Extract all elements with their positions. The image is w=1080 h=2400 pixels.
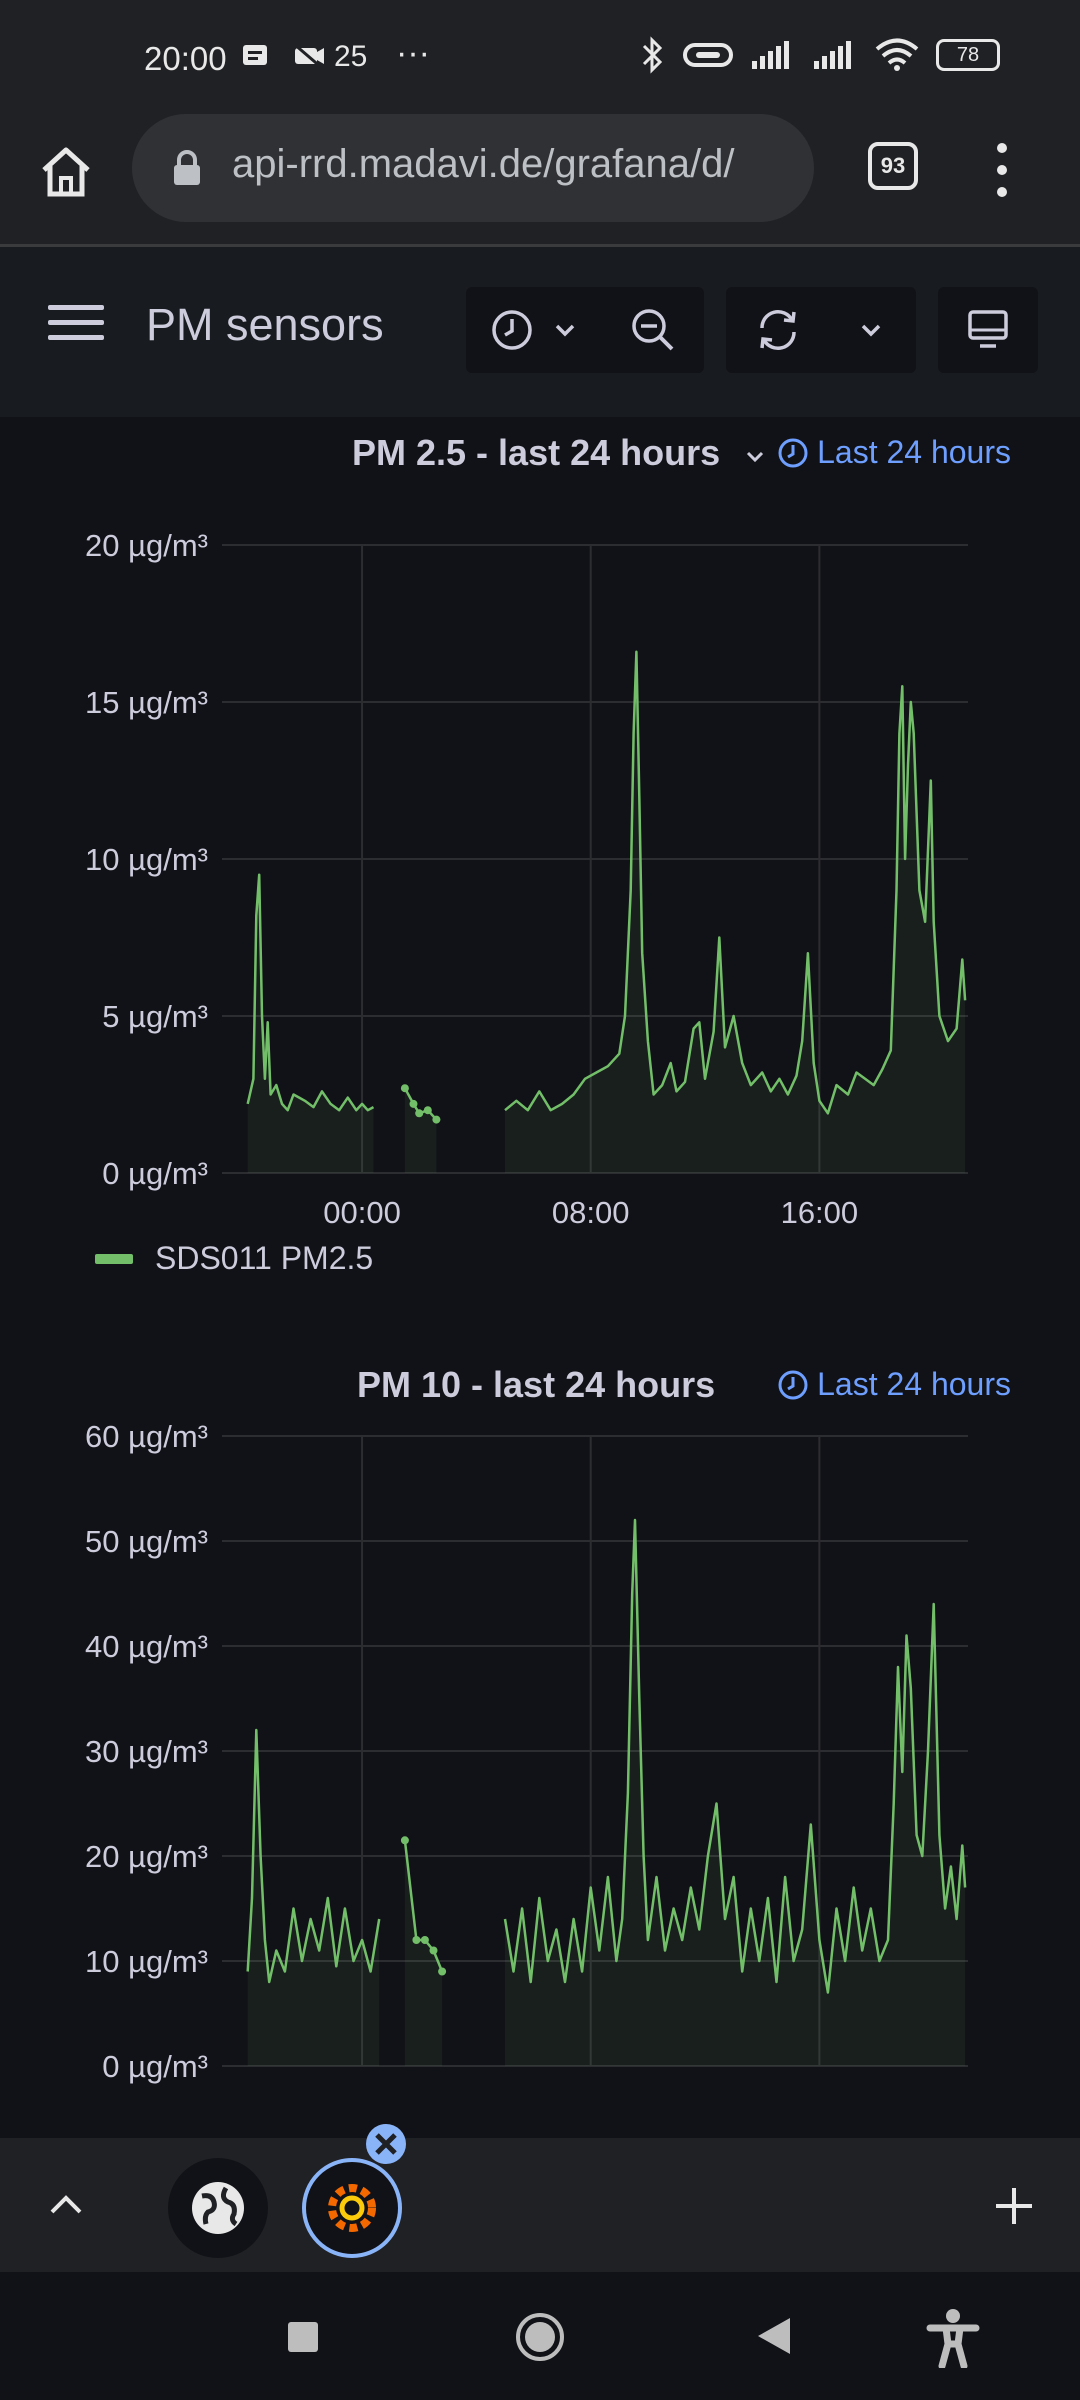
y-tick-label: 40 µg/m³ [85, 1629, 208, 1664]
zoom-out-icon[interactable] [630, 307, 676, 353]
series-area [505, 651, 966, 1173]
chart-pm10: 0 µg/m³ 10 µg/m³ 20 µg/m³ 30 µg/m³ 40 µg/m³ 5… [85, 1419, 968, 2084]
close-icon[interactable] [364, 2122, 408, 2166]
menu-icon[interactable] [48, 303, 104, 343]
chevron-down-icon[interactable] [745, 450, 765, 464]
x-tick-label: 00:00 [323, 1195, 401, 1230]
time-picker-button[interactable] [466, 287, 604, 373]
wifi-icon [875, 38, 919, 71]
clock-icon [778, 1370, 808, 1399]
time-info-label: Last 24 hours [817, 434, 1011, 470]
data-point [438, 1967, 447, 1976]
data-point [420, 1936, 429, 1944]
panel-header[interactable]: PM 10 - last 24 hours Last 24 hours [45, 1352, 1037, 1412]
grafana-icon [328, 2184, 376, 2232]
bluetooth-icon [642, 36, 663, 74]
signal-icon [814, 41, 851, 69]
y-tick-label: 0 µg/m³ [102, 1156, 208, 1191]
home-icon[interactable] [34, 140, 98, 204]
data-point [400, 1084, 409, 1093]
panel-title[interactable]: PM 2.5 - last 24 hours [352, 432, 721, 473]
data-point [412, 1936, 421, 1944]
address-bar[interactable]: api-rrd.madavi.de/grafana/d/ [132, 114, 814, 222]
add-tab-icon[interactable] [994, 2186, 1034, 2226]
series-area [505, 1520, 966, 2066]
y-tick-label: 5 µg/m³ [102, 999, 208, 1034]
tv-mode-button[interactable] [938, 287, 1038, 373]
link-icon [683, 43, 733, 67]
tab-thumbnail-active[interactable] [302, 2158, 402, 2258]
panel-pm10: PM 10 - last 24 hours Last 24 hours 0 µg… [45, 1352, 1037, 2138]
camera-off-icon [293, 42, 325, 70]
system-icons: 78 [640, 36, 1000, 74]
y-tick-label: 60 µg/m³ [85, 1419, 208, 1454]
series-line [246, 873, 375, 1112]
chart-pm25: 0 µg/m³ 5 µg/m³ 10 µg/m³ 15 µg/m³ 20 µg/m³ 00… [85, 528, 968, 1230]
series-line [246, 1728, 381, 1984]
chevron-down-icon [555, 324, 575, 337]
legend[interactable]: SDS011 PM2.5 [95, 1240, 373, 1277]
y-tick-label: 10 µg/m³ [85, 1944, 208, 1979]
panel-header[interactable]: PM 2.5 - last 24 hours Last 24 hours [45, 420, 1037, 480]
overflow-menu-icon[interactable] [990, 140, 1014, 200]
data-point [432, 1115, 441, 1124]
url-text[interactable]: api-rrd.madavi.de/grafana/d/ [232, 142, 735, 186]
browser-tab-strip [0, 2124, 1080, 2272]
time-info: Last 24 hours [777, 434, 1011, 471]
series-area [404, 1840, 443, 2066]
y-tick-label: 15 µg/m³ [85, 685, 208, 720]
recents-icon[interactable] [286, 2320, 320, 2354]
data-point [429, 1946, 438, 1955]
series-line [504, 650, 967, 1115]
time-info-label: Last 24 hours [817, 1366, 1011, 1402]
dashboard-title: PM sensors [146, 299, 384, 350]
data-point [400, 1836, 409, 1845]
y-tick-label: 20 µg/m³ [85, 1839, 208, 1874]
panel-title[interactable]: PM 10 - last 24 hours [357, 1364, 716, 1405]
globe-icon [192, 2182, 244, 2234]
home-nav-icon[interactable] [515, 2312, 565, 2362]
y-tick-label: 0 µg/m³ [102, 2049, 208, 2084]
x-tick-label: 08:00 [552, 1195, 630, 1230]
more-notifications: ··· [396, 34, 430, 72]
panel-pm25: PM 2.5 - last 24 hours Last 24 hours 0 µ… [45, 420, 1037, 1308]
message-icon [243, 45, 267, 65]
series-area [404, 1088, 437, 1173]
tab-switcher-button[interactable]: 93 [868, 142, 918, 190]
monitor-icon [968, 310, 1008, 348]
time-info: Last 24 hours [777, 1366, 1011, 1403]
chevron-up-icon[interactable] [48, 2194, 84, 2216]
status-bar: 20:00 25 ··· 78 [0, 0, 1080, 118]
y-tick-label: 10 µg/m³ [85, 842, 208, 877]
notification-icons [240, 40, 326, 74]
data-point [415, 1109, 424, 1118]
clock-icon [492, 310, 532, 350]
back-icon[interactable] [756, 2316, 792, 2356]
y-tick-label: 50 µg/m³ [85, 1524, 208, 1559]
y-tick-label: 30 µg/m³ [85, 1734, 208, 1769]
dashboard-nav: PM sensors [0, 247, 1080, 417]
notification-count: 25 [334, 40, 368, 73]
refresh-icon[interactable] [754, 306, 802, 354]
signal-icon [752, 41, 789, 69]
lock-icon [174, 150, 200, 185]
data-point [423, 1106, 432, 1115]
accessibility-icon[interactable] [926, 2308, 980, 2368]
clock-icon [778, 438, 808, 467]
browser-toolbar: api-rrd.madavi.de/grafana/d/ 93 [0, 114, 1080, 247]
battery-icon: 78 [936, 39, 1000, 71]
y-tick-label: 20 µg/m³ [85, 528, 208, 563]
system-nav-bar [0, 2272, 1080, 2400]
x-tick-label: 16:00 [781, 1195, 859, 1230]
refresh-group [726, 287, 916, 373]
time-picker-group [466, 287, 704, 373]
series-line [503, 1518, 967, 1994]
legend-label[interactable]: SDS011 PM2.5 [155, 1240, 374, 1276]
data-point [409, 1099, 418, 1108]
status-time: 20:00 [144, 40, 227, 77]
chevron-down-icon[interactable] [860, 323, 882, 337]
series-area [247, 1730, 380, 2066]
legend-swatch [95, 1253, 133, 1264]
tab-thumbnail[interactable] [168, 2158, 268, 2258]
